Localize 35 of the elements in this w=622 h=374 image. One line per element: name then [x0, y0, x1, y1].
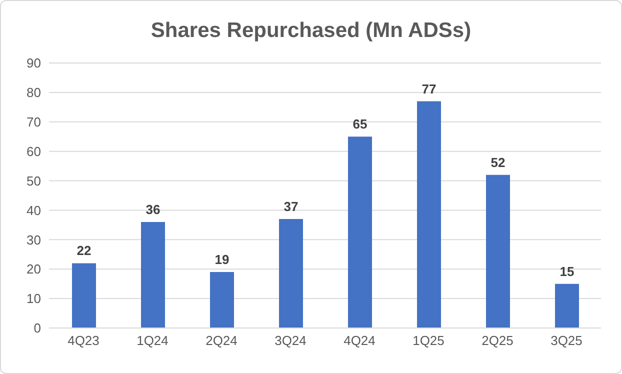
bar: [417, 101, 441, 328]
bar: [210, 272, 234, 328]
chart-title: Shares Repurchased (Mn ADSs): [150, 19, 472, 43]
data-label: 65: [352, 116, 368, 132]
y-tick-label: 50: [26, 173, 41, 188]
bar: [141, 222, 165, 328]
y-tick-label: 40: [26, 202, 41, 218]
x-tick-label: 1Q24: [136, 333, 168, 348]
x-tick-label: 4Q24: [344, 333, 376, 348]
data-label: 22: [76, 243, 92, 258]
bar: [72, 263, 96, 328]
bar: [348, 136, 372, 328]
data-label: 52: [490, 154, 506, 170]
data-label: 37: [284, 199, 298, 214]
bar: [555, 284, 579, 328]
data-label: 36: [146, 202, 160, 217]
y-tick-label: 80: [26, 85, 41, 100]
x-tick-label: 1Q25: [412, 333, 444, 348]
y-tick-label: 10: [26, 291, 41, 306]
y-tick-label: 0: [34, 320, 41, 336]
x-tick-label: 2Q24: [206, 333, 238, 348]
y-tick-label: 90: [26, 56, 41, 71]
x-tick-label: 2Q25: [482, 333, 514, 348]
data-label: 77: [422, 81, 436, 96]
x-tick-label: 4Q23: [68, 333, 100, 348]
y-tick-label: 20: [26, 262, 41, 277]
y-tick-label: 60: [26, 144, 41, 159]
y-tick-label: 30: [26, 232, 41, 248]
bar: [486, 174, 510, 328]
bar: [279, 219, 303, 328]
data-label: 15: [560, 264, 574, 279]
x-tick-label: 3Q25: [550, 333, 582, 348]
x-tick-label: 3Q24: [274, 333, 306, 348]
data-label: 19: [214, 252, 230, 268]
y-tick-label: 70: [26, 114, 41, 130]
